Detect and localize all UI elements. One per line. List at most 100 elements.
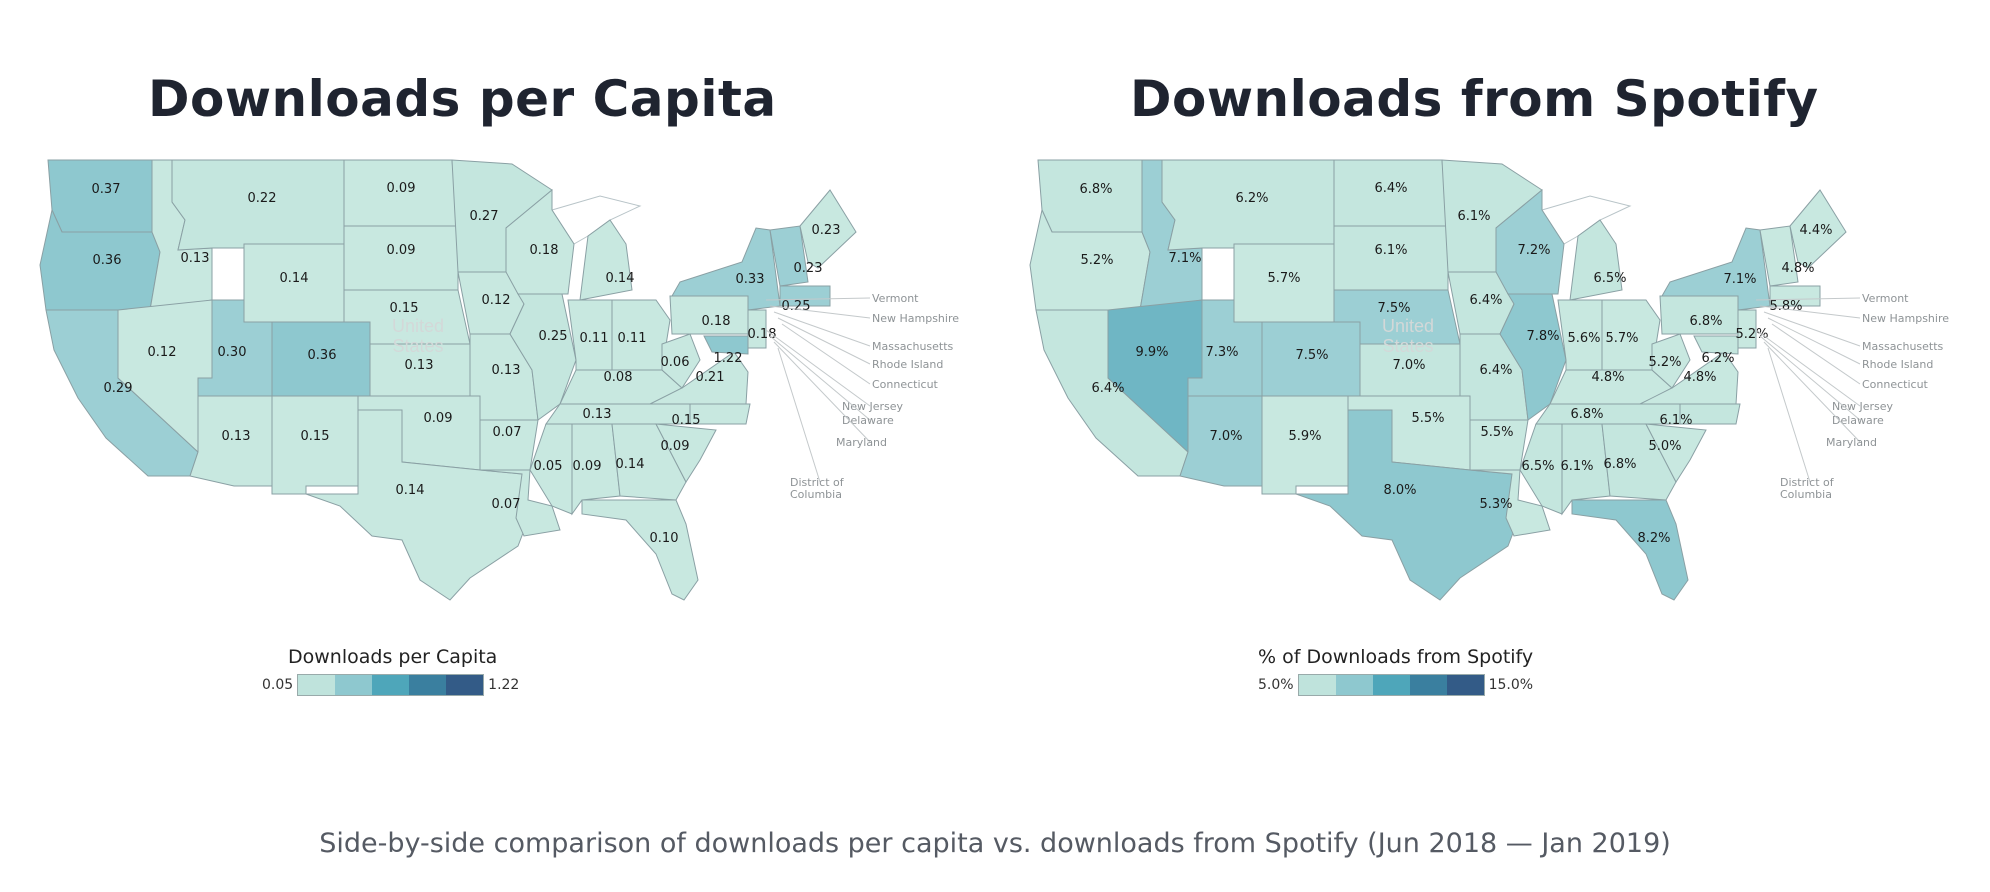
right-callout-line-0 xyxy=(1755,297,1861,301)
left-label-sc: 0.09 xyxy=(661,439,690,454)
left-state-fl xyxy=(581,499,699,601)
left-label-ut: 0.30 xyxy=(218,345,247,360)
left-label-nj: 0.18 xyxy=(748,327,777,342)
left-state-la xyxy=(479,469,561,537)
right-legend-swatch-0 xyxy=(1298,675,1336,695)
right-callout-label-8: District of xyxy=(1780,476,1835,489)
right-label-ok: 5.5% xyxy=(1411,411,1444,426)
right-label-ut: 7.3% xyxy=(1205,345,1238,360)
left-callout-line-8 xyxy=(777,347,821,483)
right-label-va: 4.8% xyxy=(1683,370,1716,385)
left-label-ms: 0.05 xyxy=(534,459,563,474)
right-label-wa: 6.8% xyxy=(1079,182,1112,197)
right-state-sd xyxy=(1333,225,1449,291)
right-label-sc: 5.0% xyxy=(1648,439,1681,454)
left-callout-line-5 xyxy=(765,329,871,407)
right-legend-swatch-2 xyxy=(1372,675,1410,695)
right-watermark-0: United xyxy=(1382,316,1434,336)
left-callout-label-1: New Hampshire xyxy=(872,312,959,325)
right-label-nd: 6.4% xyxy=(1374,181,1407,196)
left-label-mn: 0.27 xyxy=(470,209,499,224)
left-state-ms xyxy=(529,423,573,515)
left-state-nm xyxy=(271,395,359,495)
right-callout-label-1: New Hampshire xyxy=(1862,312,1949,325)
left-legend-swatch-1 xyxy=(335,675,373,695)
right-state-wv xyxy=(1651,333,1691,389)
left-legend-scale xyxy=(297,674,485,696)
left-label-fl: 0.10 xyxy=(650,531,679,546)
right-label-sd: 6.1% xyxy=(1374,243,1407,258)
left-label-al: 0.09 xyxy=(573,459,602,474)
right-label-nm: 5.9% xyxy=(1288,429,1321,444)
left-label-la: 0.07 xyxy=(492,497,521,512)
left-state-sc xyxy=(655,423,717,484)
left-label-me: 0.23 xyxy=(812,223,841,238)
right-map-title: Downloads from Spotify xyxy=(1130,70,1819,128)
left-label-oh: 0.11 xyxy=(618,331,647,346)
right-state-me xyxy=(1789,189,1847,269)
left-callout-label-5: New Jersey xyxy=(842,400,904,413)
right-label-nj: 5.2% xyxy=(1735,327,1768,342)
right-state-va xyxy=(1639,351,1739,405)
right-label-mo: 6.4% xyxy=(1479,363,1512,378)
left-label-wv: 0.06 xyxy=(661,355,690,370)
left-state-il xyxy=(509,293,577,421)
right-label-fl: 8.2% xyxy=(1637,531,1670,546)
left-legend-max: 1.22 xyxy=(488,677,520,693)
right-callout-line-7 xyxy=(1763,341,1861,443)
left-label-md: 1.22 xyxy=(714,351,743,366)
left-label-mo: 0.13 xyxy=(492,363,521,378)
left-callout-label-8: District of xyxy=(790,476,845,489)
right-state-md xyxy=(1693,335,1739,355)
left-watermark-1: States xyxy=(392,336,443,356)
right-legend-swatch-3 xyxy=(1409,675,1447,695)
right-label-id: 7.1% xyxy=(1168,251,1201,266)
right-callout-label-2: Massachusetts xyxy=(1862,340,1944,353)
left-label-ar: 0.07 xyxy=(493,425,522,440)
right-callout-line-5 xyxy=(1755,329,1861,407)
right-state-al xyxy=(1561,423,1611,516)
left-label-nc: 0.15 xyxy=(672,413,701,428)
left-label-ne: 0.15 xyxy=(390,301,419,316)
left-legend-swatch-2 xyxy=(372,675,410,695)
right-label-az: 7.0% xyxy=(1209,429,1242,444)
right-label-la: 5.3% xyxy=(1479,497,1512,512)
right-callout-label-6: Delaware xyxy=(1832,414,1884,427)
right-watermark-1: States xyxy=(1382,336,1433,356)
left-callout-label-9: Columbia xyxy=(790,488,842,501)
left-label-wy: 0.14 xyxy=(280,271,309,286)
right-label-ca: 6.4% xyxy=(1091,381,1124,396)
right-legend-swatch-4 xyxy=(1446,675,1484,695)
right-label-ky: 4.8% xyxy=(1591,370,1624,385)
left-state-tn xyxy=(545,403,691,425)
left-map-title: Downloads per Capita xyxy=(148,70,777,128)
right-legend-scale xyxy=(1297,674,1485,696)
left-state-md xyxy=(703,335,749,355)
right-callout-label-9: Columbia xyxy=(1780,488,1832,501)
right-callout-label-3: Rhode Island xyxy=(1862,358,1933,371)
left-label-ga: 0.14 xyxy=(616,457,645,472)
left-legend-min: 0.05 xyxy=(262,677,294,693)
left-label-ks: 0.13 xyxy=(405,358,434,373)
right-state-sc xyxy=(1645,423,1707,484)
right-state-tn xyxy=(1535,403,1681,425)
left-label-in: 0.11 xyxy=(580,331,609,346)
right-state-ms xyxy=(1519,423,1563,515)
left-label-vt_nh: 0.23 xyxy=(794,261,823,276)
left-state-nj xyxy=(747,309,767,349)
right-callout-line-1 xyxy=(1759,305,1861,319)
left-label-nv: 0.12 xyxy=(148,345,177,360)
right-label-md: 6.2% xyxy=(1701,351,1734,366)
left-callout-line-0 xyxy=(765,297,871,301)
figure-caption: Side-by-side comparison of downloads per… xyxy=(319,828,1671,859)
left-label-co: 0.36 xyxy=(308,348,337,363)
right-callout-line-4 xyxy=(1771,323,1861,385)
left-label-ma: 0.25 xyxy=(782,299,811,314)
left-legend-swatch-0 xyxy=(298,675,336,695)
left-label-il: 0.25 xyxy=(539,329,568,344)
left-watermark-0: United xyxy=(392,316,444,336)
left-state-wi xyxy=(505,188,575,295)
right-legend-min: 5.0% xyxy=(1258,677,1294,693)
